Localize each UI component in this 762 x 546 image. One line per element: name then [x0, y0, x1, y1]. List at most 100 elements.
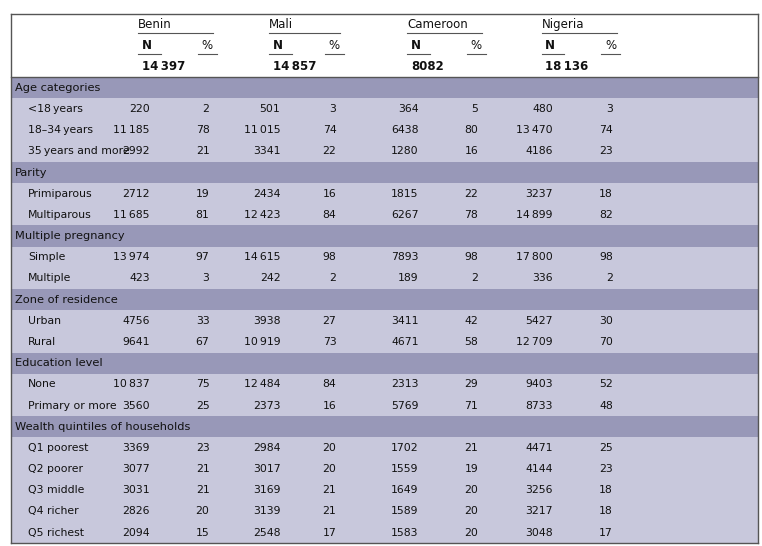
Text: 2: 2 — [203, 104, 210, 114]
Text: 14 857: 14 857 — [273, 60, 316, 73]
Text: Nigeria: Nigeria — [542, 17, 584, 31]
Bar — [11, 56, 758, 77]
Text: 5427: 5427 — [526, 316, 553, 326]
Text: 6267: 6267 — [391, 210, 418, 220]
Text: 21: 21 — [196, 464, 210, 474]
Text: 12 709: 12 709 — [517, 337, 553, 347]
Text: 78: 78 — [196, 125, 210, 135]
Text: 480: 480 — [532, 104, 553, 114]
Text: Simple: Simple — [28, 252, 66, 262]
Text: 18 136: 18 136 — [546, 60, 588, 73]
Bar — [11, 437, 758, 459]
Bar — [11, 268, 758, 289]
Text: 14 615: 14 615 — [244, 252, 280, 262]
Text: 14 397: 14 397 — [142, 60, 185, 73]
Text: 20: 20 — [196, 507, 210, 517]
Text: 2826: 2826 — [122, 507, 149, 517]
Text: %: % — [202, 39, 213, 52]
Text: Wealth quintiles of households: Wealth quintiles of households — [15, 422, 191, 432]
Text: 73: 73 — [322, 337, 337, 347]
Text: 33: 33 — [196, 316, 210, 326]
Text: 3: 3 — [606, 104, 613, 114]
Text: Parity: Parity — [15, 168, 48, 177]
Text: 3031: 3031 — [122, 485, 149, 495]
Bar — [11, 480, 758, 501]
Text: 70: 70 — [599, 337, 613, 347]
Text: Multiparous: Multiparous — [28, 210, 92, 220]
Text: %: % — [605, 39, 616, 52]
Bar — [11, 310, 758, 331]
Text: 5: 5 — [472, 104, 479, 114]
Text: 1583: 1583 — [391, 527, 418, 538]
Text: 21: 21 — [196, 485, 210, 495]
Text: 23: 23 — [599, 146, 613, 156]
Text: 5769: 5769 — [391, 401, 418, 411]
Bar — [11, 374, 758, 395]
Bar — [11, 120, 758, 141]
Bar — [11, 162, 758, 183]
Text: <18 years: <18 years — [28, 104, 83, 114]
Text: Q1 poorest: Q1 poorest — [28, 443, 88, 453]
Text: Benin: Benin — [139, 17, 172, 31]
Bar — [11, 247, 758, 268]
Text: 4471: 4471 — [526, 443, 553, 453]
Text: 1559: 1559 — [391, 464, 418, 474]
Text: 15: 15 — [196, 527, 210, 538]
Text: 21: 21 — [196, 146, 210, 156]
Bar — [11, 141, 758, 162]
Text: 3411: 3411 — [391, 316, 418, 326]
Text: 2: 2 — [472, 274, 479, 283]
Text: 8082: 8082 — [411, 60, 443, 73]
Text: 1589: 1589 — [391, 507, 418, 517]
Bar — [11, 353, 758, 374]
Text: 16: 16 — [465, 146, 479, 156]
Text: 18: 18 — [599, 485, 613, 495]
Text: 1649: 1649 — [391, 485, 418, 495]
Text: 17: 17 — [599, 527, 613, 538]
Bar — [11, 416, 758, 437]
Bar — [11, 459, 758, 480]
Bar — [11, 289, 758, 310]
Text: Education level: Education level — [15, 358, 103, 368]
Text: 98: 98 — [599, 252, 613, 262]
Text: 13 470: 13 470 — [517, 125, 553, 135]
Text: 2373: 2373 — [253, 401, 280, 411]
Text: 423: 423 — [129, 274, 149, 283]
Text: 78: 78 — [465, 210, 479, 220]
Text: 3938: 3938 — [253, 316, 280, 326]
Text: 2094: 2094 — [122, 527, 149, 538]
Bar — [11, 98, 758, 120]
Text: 29: 29 — [465, 379, 479, 389]
Text: 74: 74 — [322, 125, 337, 135]
Text: 67: 67 — [196, 337, 210, 347]
Text: 20: 20 — [464, 485, 479, 495]
Text: 97: 97 — [196, 252, 210, 262]
Text: N: N — [411, 39, 421, 52]
Text: 242: 242 — [260, 274, 280, 283]
Text: 20: 20 — [322, 443, 337, 453]
Text: 1815: 1815 — [391, 189, 418, 199]
Bar — [11, 14, 758, 35]
Text: Primiparous: Primiparous — [28, 189, 93, 199]
Text: 16: 16 — [322, 189, 337, 199]
Text: 3560: 3560 — [122, 401, 149, 411]
Text: 4671: 4671 — [391, 337, 418, 347]
Text: 189: 189 — [398, 274, 418, 283]
Text: 17 800: 17 800 — [516, 252, 553, 262]
Text: 27: 27 — [322, 316, 337, 326]
Text: 4756: 4756 — [122, 316, 149, 326]
Text: 336: 336 — [533, 274, 553, 283]
Text: 75: 75 — [196, 379, 210, 389]
Text: 25: 25 — [599, 443, 613, 453]
Text: 14 899: 14 899 — [517, 210, 553, 220]
Text: Q2 poorer: Q2 poorer — [28, 464, 83, 474]
Text: 12 423: 12 423 — [244, 210, 280, 220]
Text: 3369: 3369 — [122, 443, 149, 453]
Text: Multiple pregnancy: Multiple pregnancy — [15, 231, 125, 241]
Text: 23: 23 — [196, 443, 210, 453]
Text: 20: 20 — [464, 527, 479, 538]
Text: 2548: 2548 — [253, 527, 280, 538]
Text: 13 974: 13 974 — [114, 252, 149, 262]
Text: 3217: 3217 — [526, 507, 553, 517]
Text: 3169: 3169 — [253, 485, 280, 495]
